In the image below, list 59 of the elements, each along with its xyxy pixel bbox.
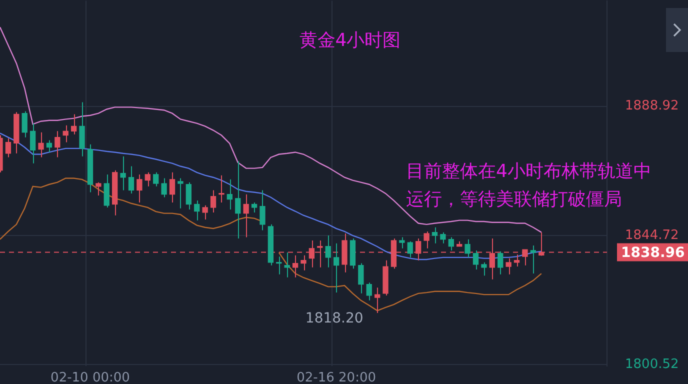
candlestick	[522, 249, 528, 266]
candlestick	[440, 232, 446, 244]
candlestick	[284, 252, 290, 278]
candlestick	[358, 262, 364, 294]
candlestick	[194, 200, 200, 221]
candlestick	[226, 178, 233, 210]
candlestick	[366, 282, 372, 301]
candlestick	[30, 122, 36, 164]
candlestick	[374, 287, 380, 314]
candlestick	[243, 194, 249, 238]
x-tick-label: 02-10 00:00	[50, 370, 130, 384]
candlestick	[292, 254, 298, 278]
candlestick	[38, 132, 44, 158]
y-tick-label: 1800.52	[625, 357, 679, 372]
candlestick	[325, 235, 331, 268]
candlestick	[186, 182, 192, 210]
candlestick	[96, 182, 102, 196]
candlestick	[300, 254, 306, 271]
candlestick	[432, 226, 438, 244]
candlestick	[235, 160, 241, 239]
candlestick	[144, 172, 150, 187]
candlestick	[70, 114, 77, 135]
y-tick-label: 1844.72	[625, 228, 679, 243]
candlestick	[161, 178, 167, 198]
candlestick	[120, 156, 126, 191]
candlestick	[464, 238, 470, 258]
candlestick	[153, 172, 159, 187]
candlestick	[498, 250, 504, 275]
candlestick	[178, 178, 184, 209]
candlestick	[251, 202, 258, 213]
candlestick	[472, 250, 479, 270]
candlestick	[530, 244, 536, 274]
candlestick	[333, 242, 340, 294]
y-tick-label: 1888.92	[625, 98, 679, 114]
x-tick-label: 02-16 20:00	[296, 370, 376, 384]
candlestick	[22, 110, 28, 138]
annotation: 目前整体在4小时布林带轨道中运行，等待美联储打破僵局	[406, 160, 652, 212]
candlestick	[128, 166, 134, 194]
candlestick	[136, 174, 142, 203]
candlestick	[399, 236, 405, 249]
candlestick	[46, 140, 52, 153]
candlestick	[407, 240, 413, 258]
candlestick	[424, 230, 430, 249]
candlestick	[481, 262, 487, 276]
candlestick	[5, 138, 12, 158]
candlestick	[79, 102, 85, 157]
candlestick	[218, 174, 224, 203]
candlestick	[210, 190, 216, 213]
candlestick	[104, 174, 110, 208]
ref-line-label: 1838.96	[621, 244, 685, 261]
candlestick	[169, 172, 176, 203]
text: 黄金4小时图	[298, 29, 402, 52]
candlestick	[260, 190, 266, 231]
candlestick	[62, 124, 68, 143]
candlestick	[202, 204, 208, 220]
annotation: 1818.20	[305, 310, 364, 327]
candlestick	[54, 130, 60, 158]
candlestick	[448, 236, 454, 251]
candlestick	[506, 258, 512, 275]
